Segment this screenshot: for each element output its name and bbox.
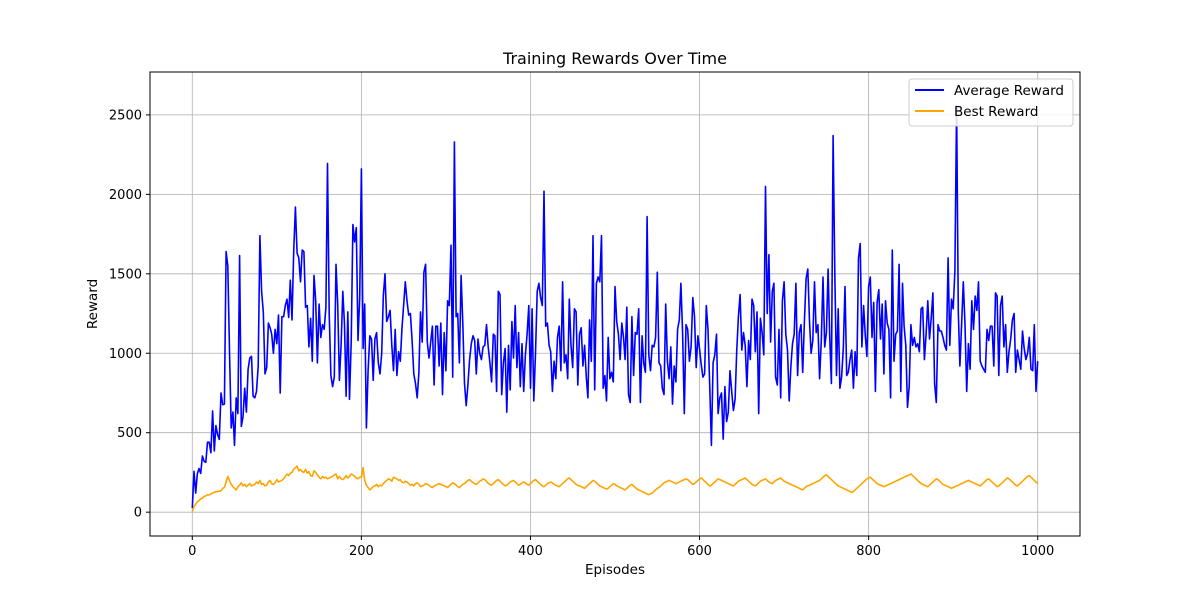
y-tick-label: 1500 — [109, 267, 142, 282]
x-tick-label: 1000 — [1021, 544, 1054, 559]
series-line-average-reward — [191, 104, 1039, 509]
x-tick-label: 200 — [349, 544, 374, 559]
plot-frame — [149, 71, 1081, 537]
legend: Average Reward Best Reward — [908, 78, 1074, 127]
legend-label-average-reward: Average Reward — [954, 83, 1064, 99]
x-tick-label: 0 — [188, 544, 196, 559]
chart-title: Training Rewards Over Time — [502, 49, 727, 68]
x-tick-label: 400 — [518, 544, 543, 559]
y-tick-label: 0 — [134, 506, 142, 521]
x-axis-ticks: 0 200 400 600 800 1000 — [188, 536, 1054, 559]
legend-label-best-reward: Best Reward — [954, 104, 1038, 120]
series-line-best-reward — [191, 465, 1039, 512]
y-tick-label: 2000 — [109, 188, 142, 203]
y-axis-label: Reward — [85, 279, 101, 329]
x-tick-label: 800 — [856, 544, 881, 559]
series-lines — [191, 104, 1039, 512]
y-tick-label: 1000 — [109, 347, 142, 362]
y-tick-label: 2500 — [109, 108, 142, 123]
x-tick-label: 600 — [687, 544, 712, 559]
y-tick-label: 500 — [117, 426, 142, 441]
x-axis-label: Episodes — [585, 562, 645, 578]
legend-box — [908, 78, 1074, 127]
y-axis-ticks: 0 500 1000 1500 2000 2500 — [109, 108, 150, 521]
